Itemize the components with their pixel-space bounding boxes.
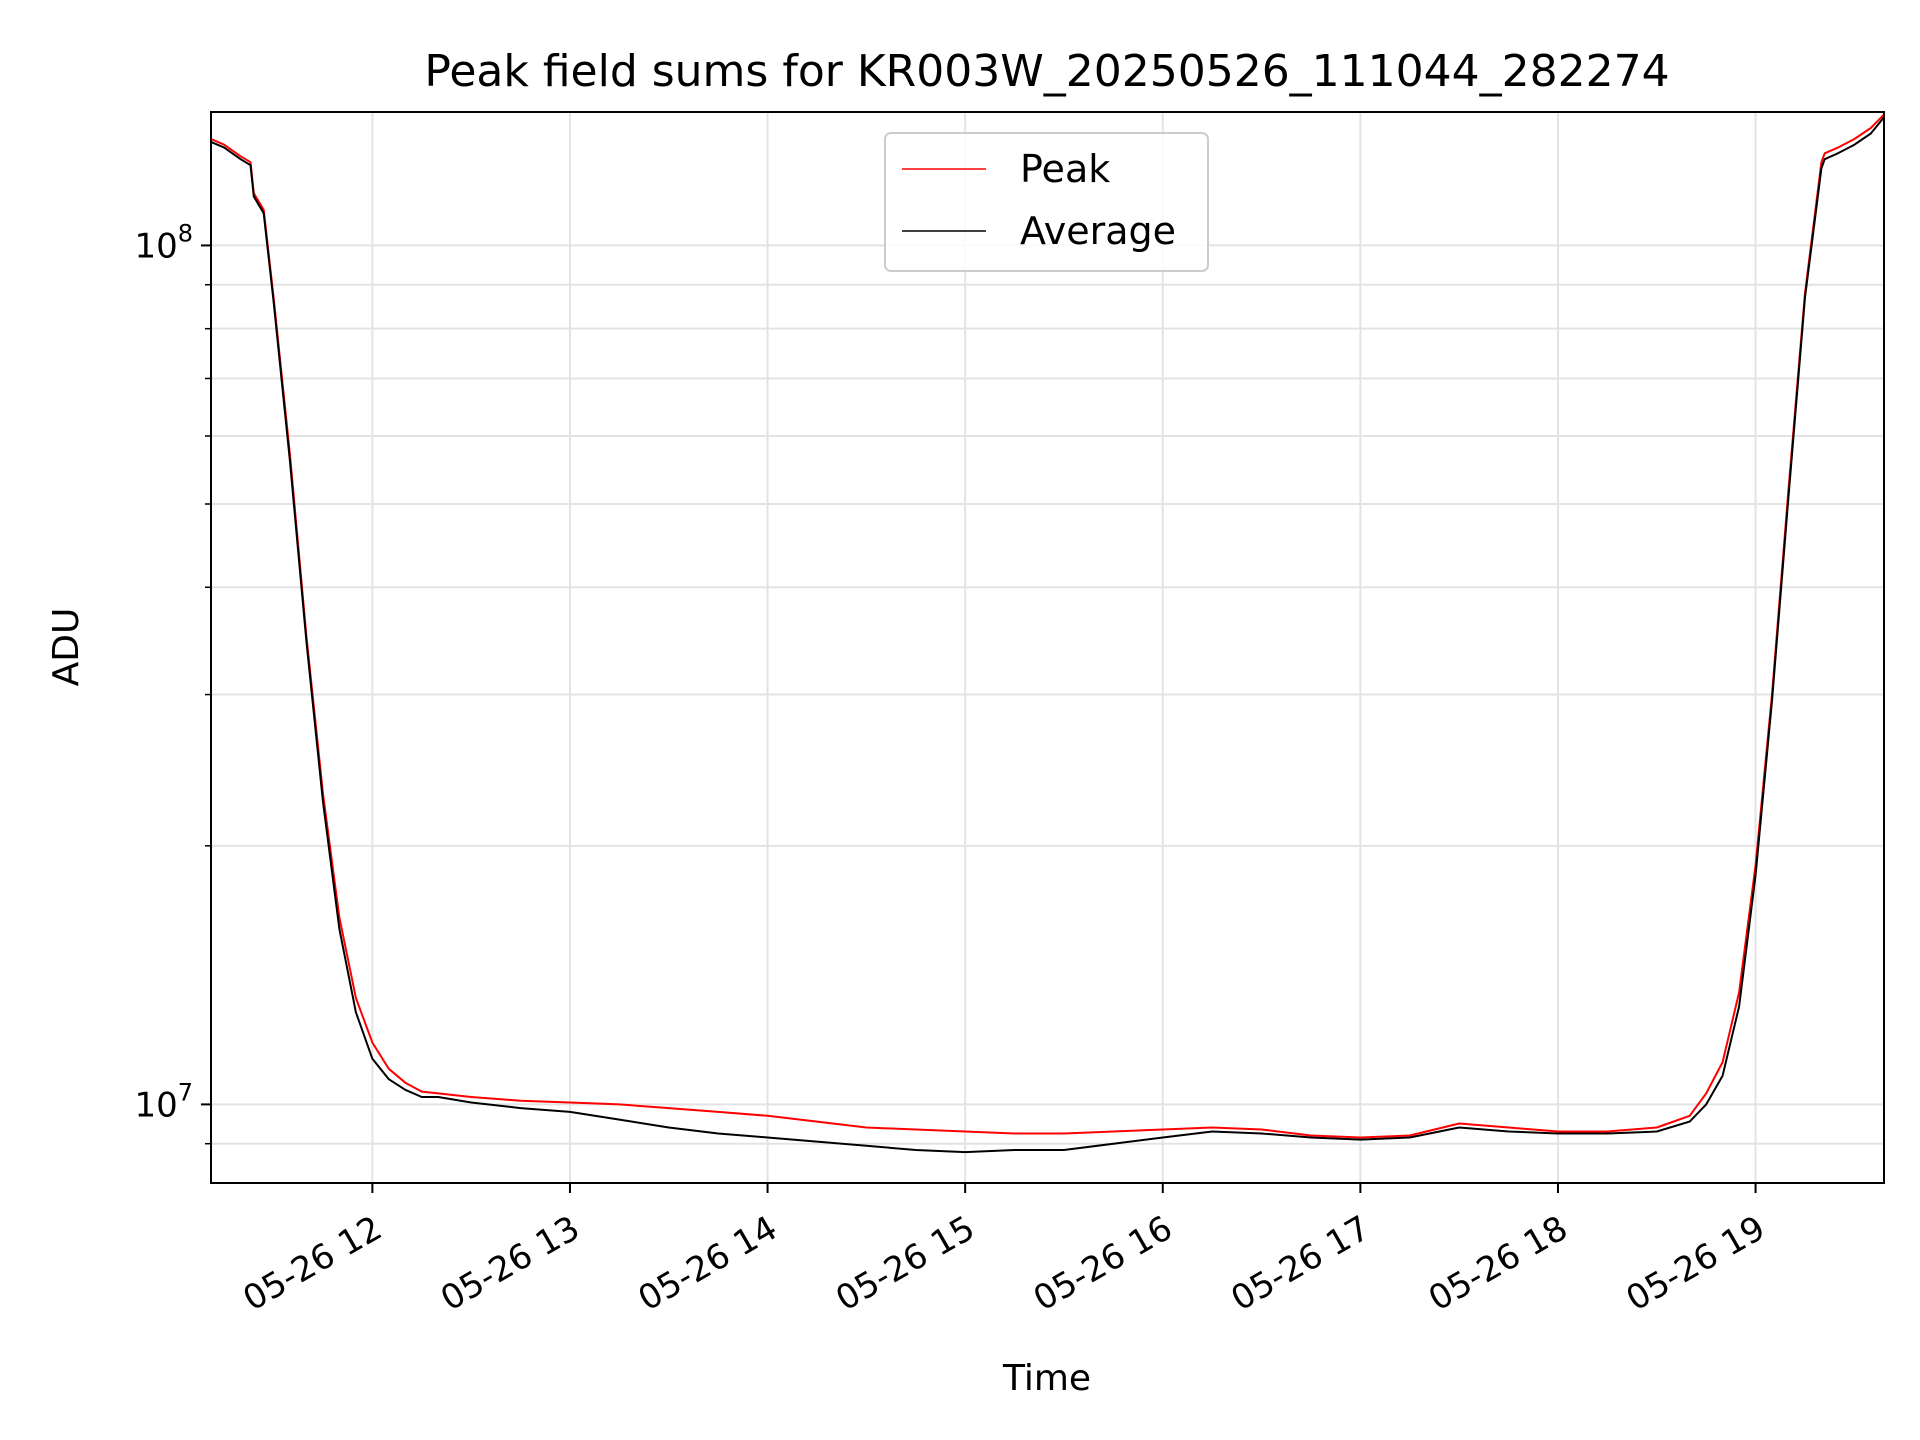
series-line-peak	[210, 113, 1885, 1139]
x-tick-label: 05-26 17	[1224, 1208, 1376, 1319]
x-axis-label: Time	[1002, 1358, 1091, 1399]
x-axis: 05-26 12 05-26 13 05-26 14 05-26 15 05-26 16…	[236, 1183, 1772, 1319]
x-tick-label: 05-26 13	[434, 1208, 586, 1319]
x-tick-label: 05-26 19	[1620, 1208, 1772, 1319]
x-tick-label: 05-26 14	[632, 1208, 784, 1319]
y-tick-label: 108	[134, 219, 193, 266]
y-tick-label-base: 10	[134, 1085, 177, 1125]
legend-box	[884, 132, 1209, 272]
grid-layer	[211, 112, 1884, 1183]
y-tick-label-base: 10	[134, 226, 177, 266]
y-tick-label-exponent: 7	[178, 1078, 193, 1106]
y-tick-label-exponent: 8	[178, 219, 193, 247]
legend: Peak Average	[884, 132, 1209, 272]
chart-title: Peak field sums for KR003W_20250526_1110…	[424, 46, 1669, 97]
x-tick-label: 05-26 12	[236, 1208, 388, 1319]
x-tick-label: 05-26 18	[1422, 1208, 1574, 1319]
y-axis-label: ADU	[46, 608, 87, 687]
x-tick-label: 05-26 15	[829, 1208, 981, 1319]
legend-label-average: Average	[1020, 209, 1176, 253]
x-tick-label: 05-26 16	[1027, 1208, 1179, 1319]
plot-frame	[210, 111, 1885, 1184]
series-layer	[210, 113, 1885, 1154]
series-line-average	[210, 116, 1885, 1154]
y-tick-label: 107	[134, 1078, 193, 1125]
legend-label-peak: Peak	[1020, 147, 1110, 191]
